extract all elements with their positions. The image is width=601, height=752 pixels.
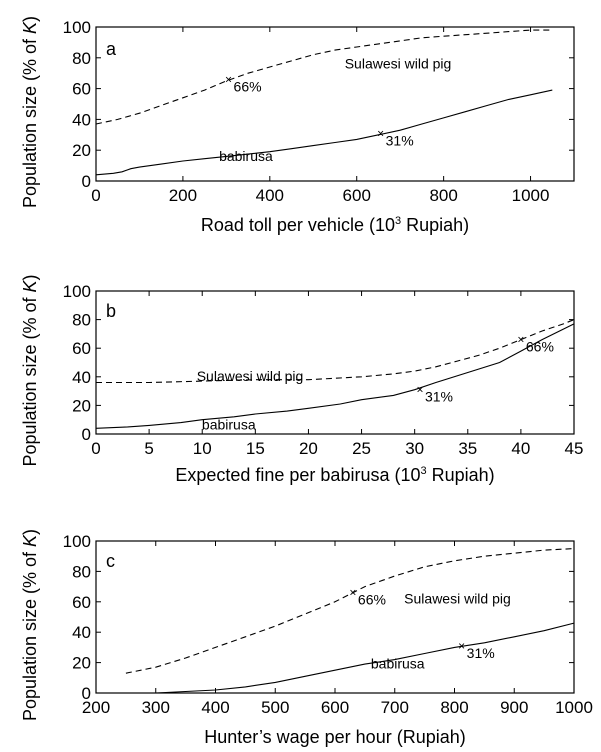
y-tick-label: 60 [72,339,91,358]
series-line-babirusa [125,622,575,694]
x-tick-label: 200 [82,698,110,717]
y-tick-label: 100 [63,532,91,551]
y-axis-title: Population size (% of K) [20,274,40,466]
y-axis-title: Population size (% of K) [20,529,40,721]
x-tick-label: 0 [91,186,100,205]
plot-frame [95,290,575,435]
x-tick-label: 35 [458,439,477,458]
annotation-marker: × [416,383,423,397]
x-tick-label: 500 [261,698,289,717]
x-tick-label: 15 [246,439,265,458]
y-tick-label: 0 [82,172,91,191]
series-label: babirusa [219,148,273,164]
y-tick-label: 20 [72,141,91,160]
annotation-marker: × [377,126,384,140]
y-tick-label: 80 [72,311,91,330]
annotation-label: 66% [358,592,386,608]
series-label: Sulawesi wild pig [197,368,304,384]
y-tick-label: 40 [72,623,91,642]
x-tick-label: 45 [565,439,584,458]
annotation-marker: × [458,639,465,653]
x-tick-label: 10 [193,439,212,458]
annotation-marker: × [349,586,356,600]
y-tick-label: 0 [82,684,91,703]
series-line-sulawesi-wild-pig [95,29,553,125]
x-tick-label: 30 [405,439,424,458]
plot-frame [95,26,575,182]
x-tick-label: 400 [201,698,229,717]
annotation-label: 31% [425,389,453,405]
panel-label: b [106,301,116,321]
x-tick-label: 300 [142,698,170,717]
series-label: Sulawesi wild pig [404,590,511,606]
y-tick-label: 40 [72,110,91,129]
annotation-label: 31% [467,645,495,661]
x-tick-label: 200 [169,186,197,205]
y-tick-label: 100 [63,18,91,37]
x-tick-label: 400 [256,186,284,205]
x-tick-label: 900 [500,698,528,717]
y-tick-label: 60 [72,593,91,612]
x-axis-title: Road toll per vehicle (103 Rupiah) [201,215,469,235]
x-tick-label: 700 [381,698,409,717]
x-tick-label: 5 [144,439,153,458]
x-tick-label: 600 [321,698,349,717]
y-tick-label: 20 [72,654,91,673]
x-tick-label: 40 [511,439,530,458]
x-tick-label: 800 [440,698,468,717]
x-tick-label: 20 [299,439,318,458]
y-tick-label: 40 [72,368,91,387]
y-tick-label: 0 [82,425,91,444]
series-label: Sulawesi wild pig [345,56,452,72]
x-tick-label: 1000 [512,186,550,205]
y-axis-title: Population size (% of K) [20,16,40,208]
series-line-babirusa [95,89,553,176]
y-tick-label: 80 [72,49,91,68]
x-axis-title: Hunter’s wage per hour (Rupiah) [204,727,465,747]
panel-label: a [106,39,117,59]
x-tick-label: 25 [352,439,371,458]
series-line-sulawesi-wild-pig [96,319,575,384]
y-tick-label: 60 [72,80,91,99]
x-tick-label: 800 [429,186,457,205]
series-label: babirusa [202,417,256,433]
annotation-marker: × [225,72,232,86]
series-line-sulawesi-wild-pig [125,548,575,674]
annotation-label: 66% [234,78,262,94]
annotation-label: 31% [386,132,414,148]
series-line-babirusa [95,323,575,429]
y-tick-label: 20 [72,396,91,415]
x-tick-label: 600 [343,186,371,205]
annotation-marker: × [517,333,524,347]
x-axis-title: Expected fine per babirusa (103 Rupiah) [175,465,494,485]
y-tick-label: 100 [63,282,91,301]
series-label: babirusa [371,656,425,672]
y-tick-label: 80 [72,562,91,581]
chart-panel-c: 200 300 400 500 600 700 800 900 1000 0 20 40 60 80 100… [20,529,593,747]
x-tick-label: 1000 [555,698,593,717]
annotation-label: 66% [526,339,554,355]
x-tick-label: 0 [91,439,100,458]
panel-label: c [106,551,115,571]
